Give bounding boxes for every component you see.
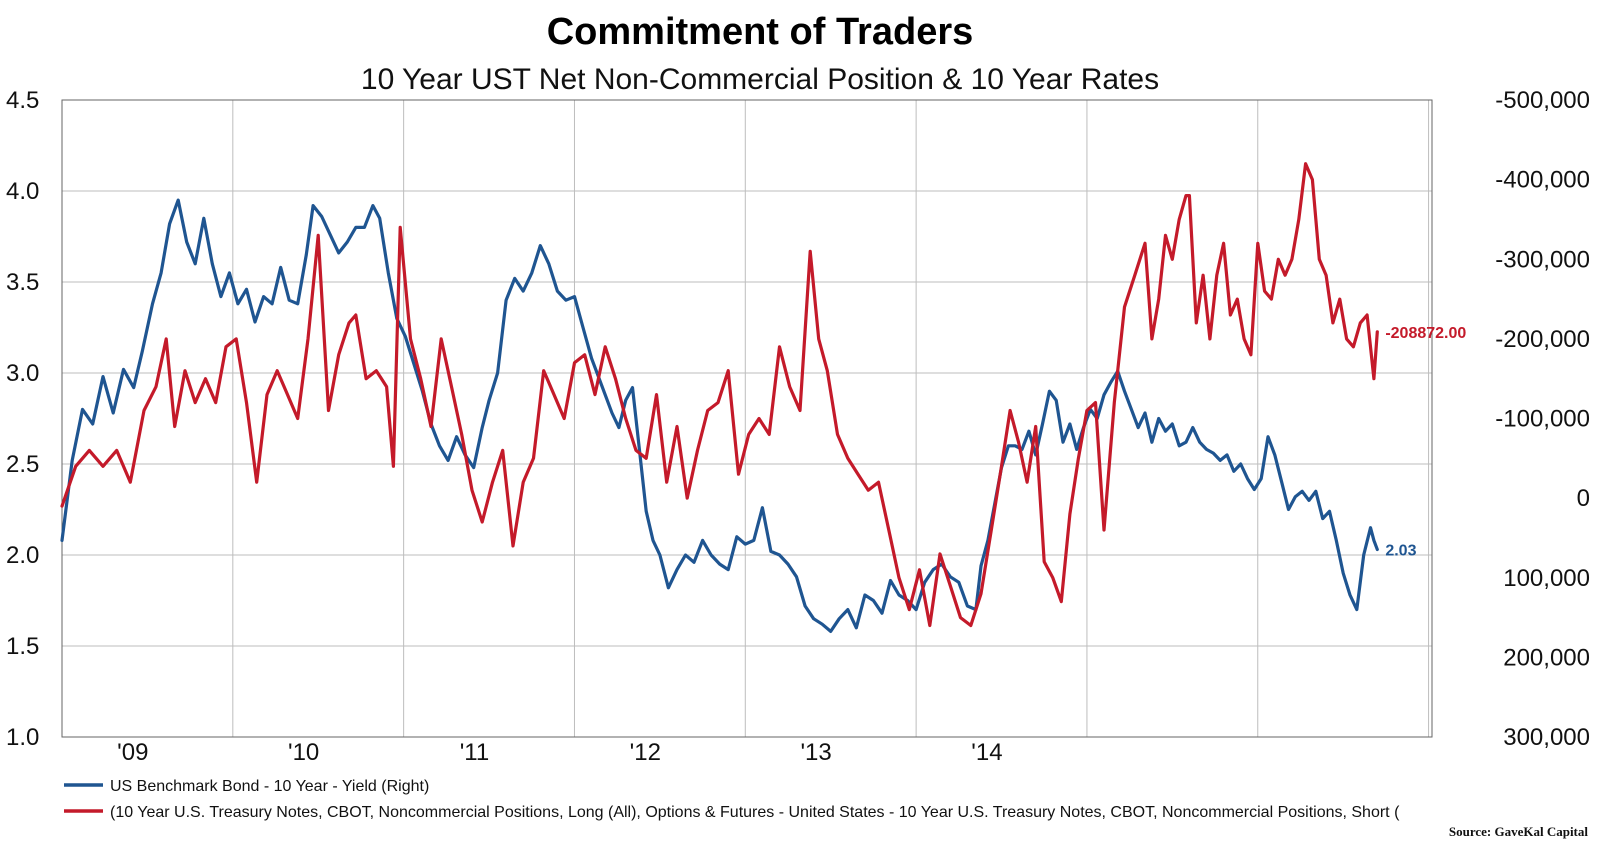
x-tick-label: '13 <box>800 739 831 766</box>
left-tick-label: 2.5 <box>6 451 39 478</box>
right-tick-label: 200,000 <box>1503 644 1590 671</box>
legend-label-net-position: (10 Year U.S. Treasury Notes, CBOT, Nonc… <box>110 804 1400 821</box>
left-tick-label: 1.0 <box>6 724 39 751</box>
series-line-net-position <box>60 162 1379 628</box>
gridlines <box>62 99 1432 738</box>
right-tick-label: -300,000 <box>1495 246 1590 273</box>
left-tick-label: 3.5 <box>6 269 39 296</box>
x-tick-label: '12 <box>630 739 661 766</box>
left-tick-label: 1.5 <box>6 633 39 660</box>
left-tick-label: 4.0 <box>6 178 39 205</box>
right-tick-label: -400,000 <box>1495 167 1590 194</box>
legend-label-yield: US Benchmark Bond - 10 Year - Yield (Rig… <box>110 778 429 795</box>
end-label-yield: 2.03 <box>1385 543 1416 560</box>
series-line-yield <box>60 198 1379 633</box>
right-tick-label: -200,000 <box>1495 326 1590 353</box>
right-tick-label: 300,000 <box>1503 724 1590 751</box>
x-tick-label: '11 <box>460 739 490 766</box>
end-label-net-position: -208872.00 <box>1385 325 1466 342</box>
plot-frame <box>61 99 1433 738</box>
source-note: Source: GaveKal Capital <box>1449 824 1589 839</box>
legend: US Benchmark Bond - 10 Year - Yield (Rig… <box>64 778 1400 821</box>
left-axis: 4.5 4.0 3.5 3.0 2.5 2.0 1.5 1.0 <box>6 87 39 751</box>
x-tick-label: '10 <box>288 739 319 766</box>
right-tick-label: 100,000 <box>1503 565 1590 592</box>
x-axis: '09 '10 '11 '12 '13 '14 <box>117 739 1002 766</box>
right-tick-label: 0 <box>1577 485 1590 512</box>
x-tick-label: '09 <box>117 739 148 766</box>
left-tick-label: 3.0 <box>6 360 39 387</box>
x-tick-label: '14 <box>971 739 1002 766</box>
chart-title: Commitment of Traders <box>547 11 974 53</box>
left-tick-label: 2.0 <box>6 542 39 569</box>
chart-subtitle: 10 Year UST Net Non-Commercial Position … <box>361 63 1159 96</box>
right-tick-label: -500,000 <box>1495 87 1590 114</box>
left-tick-label: 4.5 <box>6 87 39 114</box>
right-axis: -500,000 -400,000 -300,000 -200,000 -100,000… <box>1495 87 1590 751</box>
right-tick-label: -100,000 <box>1495 406 1590 433</box>
series-layer <box>60 162 1379 633</box>
